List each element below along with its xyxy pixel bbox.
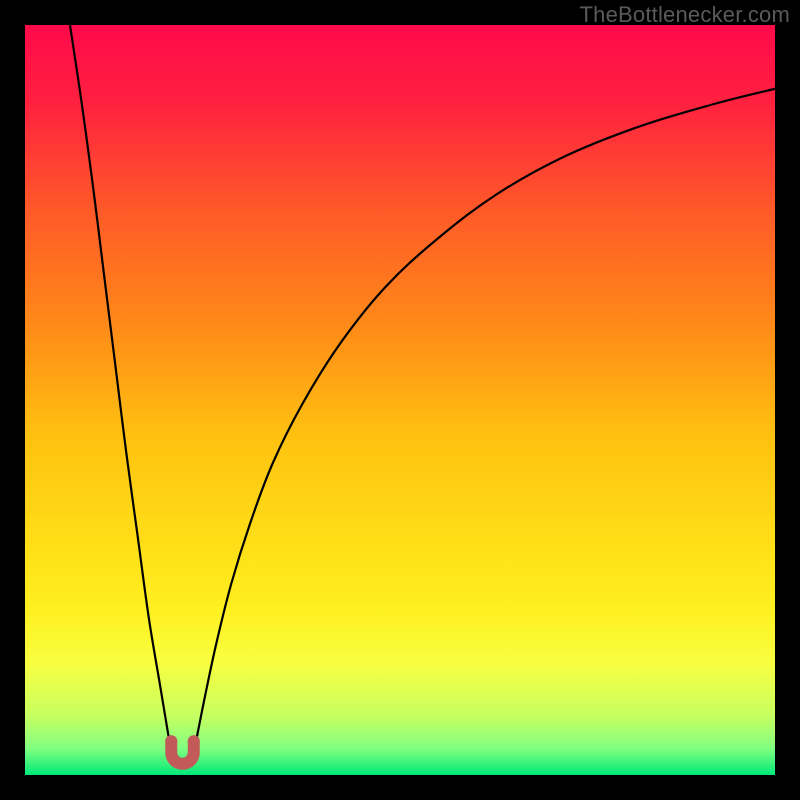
valley-u-endcap	[165, 735, 177, 747]
curve-left	[70, 25, 171, 753]
chart-svg	[0, 0, 800, 800]
watermark-text: TheBottlenecker.com	[580, 2, 790, 28]
chart-stage: TheBottlenecker.com	[0, 0, 800, 800]
curve-right	[194, 89, 775, 753]
valley-u-endcap	[188, 735, 200, 747]
